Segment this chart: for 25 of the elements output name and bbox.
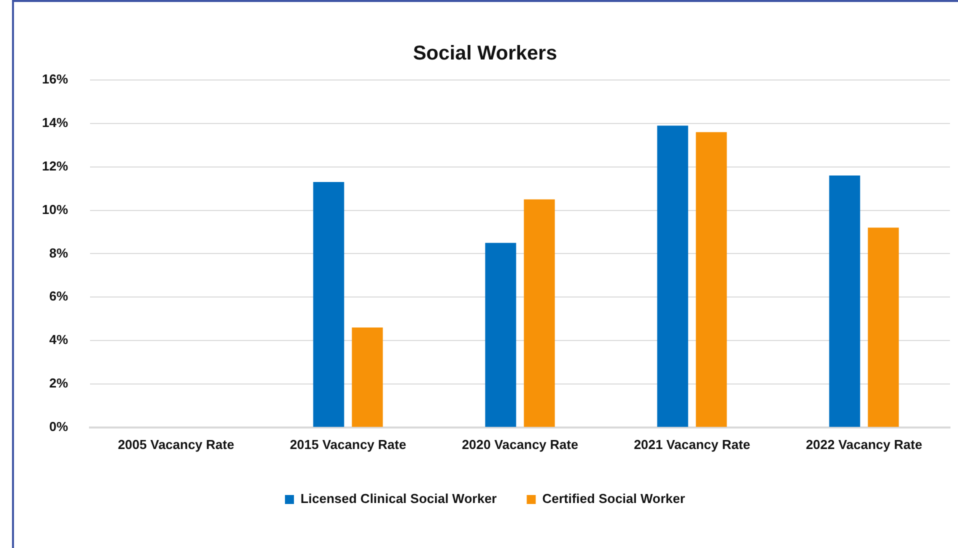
y-tick-label: 6% [49,288,68,304]
y-tick-label: 8% [49,245,68,260]
bar [485,242,516,427]
bar [352,328,383,427]
x-tick-label: 2015 Vacancy Rate [290,436,406,452]
y-tick-label: 2% [49,376,68,391]
y-tick-label: 16% [42,72,68,87]
x-tick-label: 2005 Vacancy Rate [118,436,234,452]
legend-label: Licensed Clinical Social Worker [300,491,497,506]
bar [657,126,688,427]
bar [524,199,555,427]
x-tick-label: 2020 Vacancy Rate [462,436,578,452]
x-tick-label: 2021 Vacancy Rate [634,436,750,452]
bar [868,228,899,427]
y-tick-label: 14% [42,115,68,130]
bar [313,182,344,427]
y-tick-label: 4% [49,332,68,348]
bar [829,176,860,427]
chart-title: Social Workers [412,42,558,65]
bar [696,132,727,427]
y-tick-label: 0% [49,418,68,434]
legend-label: Certified Social Worker [542,491,686,506]
y-tick-label: 12% [42,158,68,174]
y-tick-label: 10% [42,202,68,217]
x-tick-label: 2022 Vacancy Rate [806,436,922,452]
